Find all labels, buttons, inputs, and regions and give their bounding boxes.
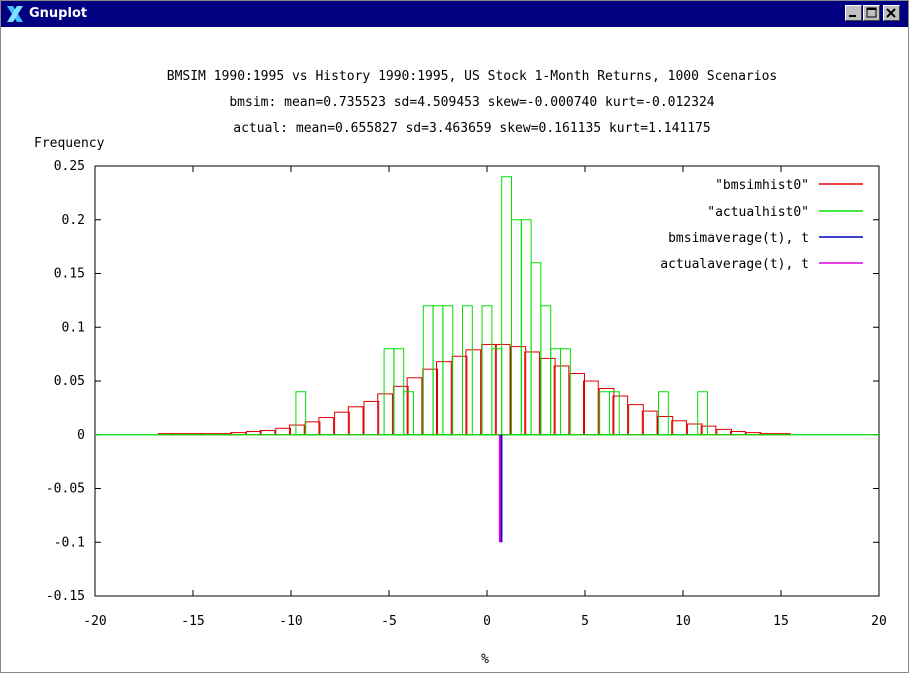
legend-entry-label: bmsimaverage(t), t bbox=[668, 231, 809, 246]
bmsim-bar bbox=[422, 368, 439, 436]
x-logo-icon bbox=[7, 6, 23, 22]
x-tick-label: 5 bbox=[581, 614, 589, 629]
bmsim-bar bbox=[700, 425, 717, 436]
bmsim-bar bbox=[451, 355, 468, 436]
minimize-icon bbox=[849, 15, 856, 17]
y-tick-label: 0.2 bbox=[62, 213, 85, 228]
actual-bar bbox=[658, 391, 669, 436]
x-tick-label: 20 bbox=[871, 614, 887, 629]
x-tick-label: -20 bbox=[83, 614, 106, 629]
bmsim-bar bbox=[275, 427, 292, 436]
bmsim-bar bbox=[671, 420, 687, 436]
bmsim-bar bbox=[716, 428, 733, 436]
bmsim-bar bbox=[524, 351, 540, 436]
x-tick-label: 15 bbox=[773, 614, 789, 629]
y-tick-label: -0.15 bbox=[46, 589, 85, 604]
y-tick-label: 0.15 bbox=[54, 267, 85, 282]
y-tick-label: 0 bbox=[77, 428, 85, 443]
bmsim-bar bbox=[377, 393, 393, 436]
actual-bar bbox=[599, 391, 611, 436]
x-tick-label: -10 bbox=[279, 614, 302, 629]
bmsim-bar bbox=[304, 421, 321, 436]
actual-bar bbox=[540, 305, 552, 436]
bmsim-bar bbox=[481, 343, 497, 436]
bmsim-bar bbox=[436, 361, 452, 436]
bmsim-bar bbox=[347, 406, 364, 436]
chart-title-line-1: BMSIM 1990:1995 vs History 1990:1995, US… bbox=[167, 69, 777, 84]
maximize-icon bbox=[866, 7, 877, 18]
close-button[interactable] bbox=[883, 5, 900, 21]
bmsim-bar bbox=[363, 400, 380, 436]
axis-ticks: -20 -15 -10 -5 0 5 10 15 20 0.25 0.2 0.15 0.1 0.05 0 -0… bbox=[46, 159, 887, 629]
title-bar[interactable]: Gnuplot bbox=[1, 1, 908, 27]
minimize-button[interactable] bbox=[845, 5, 862, 21]
bmsim-bar bbox=[465, 349, 482, 436]
x-tick-label: -15 bbox=[181, 614, 204, 629]
bmsim-bar bbox=[406, 377, 423, 436]
bmsim-bar bbox=[657, 415, 674, 436]
actual-bar bbox=[422, 305, 434, 436]
y-tick-label: 0.25 bbox=[54, 159, 85, 174]
bmsim-bar bbox=[539, 357, 556, 436]
legend-entry-label: "actualhist0" bbox=[707, 205, 809, 220]
bmsim-bar bbox=[628, 404, 644, 436]
bmsim-bar bbox=[392, 385, 409, 436]
bmsim-bar bbox=[494, 343, 511, 436]
bmsim-bar bbox=[510, 346, 527, 436]
y-tick-label: 0.1 bbox=[62, 320, 85, 335]
chart-title-line-2: bmsim: mean=0.735523 sd=4.509453 skew=-0… bbox=[229, 95, 714, 110]
legend: "bmsimhist0" "actualhist0" bmsimaverage(t)… bbox=[660, 178, 863, 272]
y-tick-label: -0.05 bbox=[46, 482, 85, 497]
bmsim-bar bbox=[598, 388, 615, 436]
x-tick-label: -5 bbox=[381, 614, 397, 629]
legend-entry-label: actualaverage(t), t bbox=[660, 257, 809, 272]
series-layer bbox=[95, 176, 879, 543]
chart-title-line-3: actual: mean=0.655827 sd=3.463659 skew=0… bbox=[233, 121, 710, 136]
bmsim-bar bbox=[569, 372, 586, 436]
actual-bar bbox=[511, 219, 522, 436]
close-icon bbox=[886, 8, 896, 18]
bmsim-bar bbox=[259, 429, 276, 436]
bmsim-bar bbox=[583, 380, 599, 436]
bmsim-bar bbox=[553, 365, 570, 436]
histogram-chart: BMSIM 1990:1995 vs History 1990:1995, US… bbox=[34, 69, 887, 667]
y-tick-label: 0.05 bbox=[54, 374, 85, 389]
bmsim-bar bbox=[686, 423, 703, 436]
y-axis-label: Frequency bbox=[34, 136, 105, 151]
bmsim-bar bbox=[289, 424, 305, 436]
legend-entry-label: "bmsimhist0" bbox=[715, 178, 809, 193]
x-tick-label: 10 bbox=[675, 614, 691, 629]
x-tick-label: 0 bbox=[483, 614, 491, 629]
actual-bar bbox=[481, 305, 493, 436]
x-axis-label: % bbox=[481, 652, 489, 667]
bmsim-bar bbox=[334, 411, 350, 436]
actual-bar bbox=[393, 348, 405, 436]
bmsim-bar bbox=[612, 395, 629, 436]
bmsim-bar bbox=[318, 417, 335, 436]
y-tick-label: -0.1 bbox=[54, 535, 85, 550]
window-title: Gnuplot bbox=[29, 6, 88, 21]
maximize-button[interactable] bbox=[863, 5, 880, 21]
bmsim-bar bbox=[641, 410, 658, 436]
